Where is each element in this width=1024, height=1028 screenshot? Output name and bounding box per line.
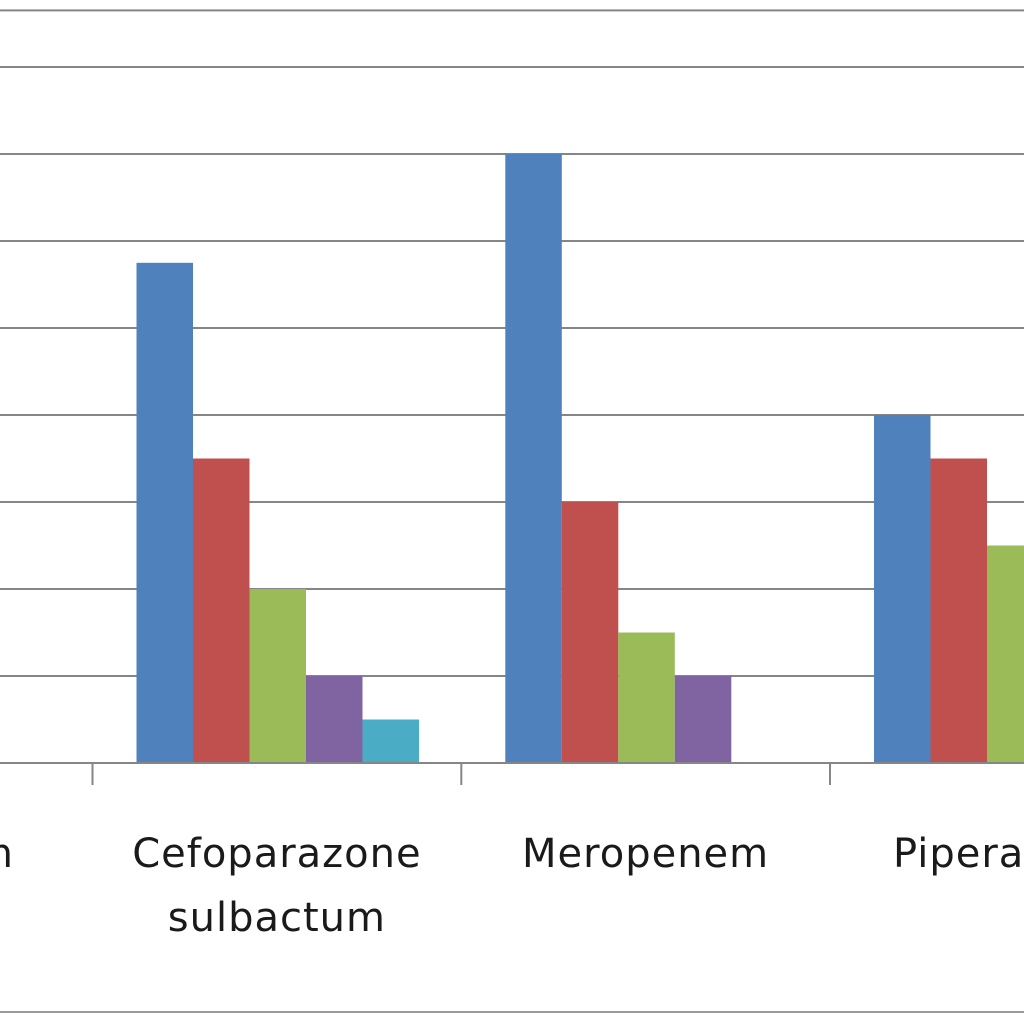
x-tick (460, 763, 462, 785)
x-tick-label: Meropenem (522, 831, 769, 877)
x-tick-label: m (0, 831, 14, 877)
x-axis-line (0, 762, 1024, 764)
bar (306, 676, 363, 763)
bar (874, 415, 931, 763)
bar (505, 154, 562, 763)
bar (193, 459, 250, 764)
x-tick (829, 763, 831, 785)
gridline (0, 9, 1024, 11)
bar (363, 720, 420, 764)
x-tick (92, 763, 94, 785)
bar (137, 263, 194, 763)
bar (250, 589, 307, 763)
bar (987, 546, 1024, 764)
chart-frame-bottom (0, 1011, 1024, 1013)
bar (618, 633, 675, 764)
gridline (0, 66, 1024, 68)
bar (931, 459, 988, 764)
x-tick-label: Pipera (893, 831, 1024, 877)
bar (562, 502, 619, 763)
bars (137, 154, 1024, 763)
bar (675, 676, 732, 763)
x-axis (0, 762, 1024, 785)
